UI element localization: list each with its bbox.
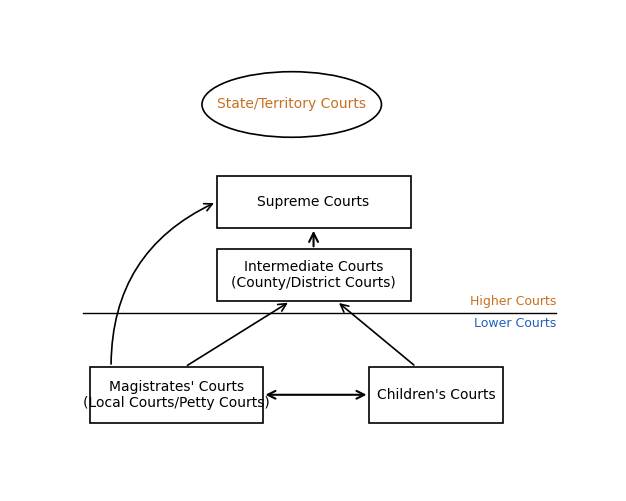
Ellipse shape <box>202 72 381 137</box>
Text: Children's Courts: Children's Courts <box>377 388 495 402</box>
Text: Magistrates' Courts
(Local Courts/Petty Courts): Magistrates' Courts (Local Courts/Petty … <box>83 380 270 410</box>
Text: Supreme Courts: Supreme Courts <box>257 195 369 209</box>
Text: Higher Courts: Higher Courts <box>470 295 556 308</box>
Text: State/Territory Courts: State/Territory Courts <box>217 98 366 112</box>
FancyBboxPatch shape <box>217 249 411 301</box>
Text: Lower Courts: Lower Courts <box>474 317 556 330</box>
Text: Intermediate Courts
(County/District Courts): Intermediate Courts (County/District Cou… <box>231 260 396 290</box>
FancyBboxPatch shape <box>369 367 503 423</box>
FancyBboxPatch shape <box>217 176 411 228</box>
FancyBboxPatch shape <box>90 367 262 423</box>
